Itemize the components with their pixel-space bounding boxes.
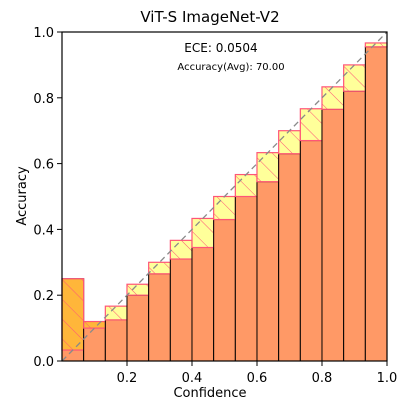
gap-hatch [235,174,258,197]
accuracy-bar [169,258,193,362]
gap-hatch [343,64,366,92]
gap-hatch [148,262,171,274]
gap-hatch [105,306,128,320]
gap-hatch [256,152,279,182]
y-tick-label: 0.0 [33,355,54,370]
accuracy-bar [104,319,128,362]
y-tick-label: 0.6 [33,158,54,173]
x-tick-label: 0.6 [247,371,268,386]
gap-hatch [61,278,84,351]
chart-title: ViT-S ImageNet-V2 [140,8,279,26]
accuracy-bar [126,294,150,362]
y-axis-label: Accuracy [15,166,30,226]
y-tick-label: 0.8 [33,92,54,107]
x-tick-label: 0.2 [117,371,138,386]
accuracy-bar [148,273,171,362]
ece-annotation: ECE: 0.0504 [184,41,257,55]
gap-hatch [213,196,236,220]
y-tick-label: 0.4 [33,223,54,238]
x-tick-label: 0.8 [312,371,333,386]
accuracy-bar [234,196,258,362]
accuracy-avg-annotation: Accuracy(Avg): 70.00 [177,62,284,73]
gap-hatch [83,321,106,329]
gap-hatch [191,218,214,248]
plot-frame [61,31,388,362]
gap-hatch [170,240,193,260]
gap-hatch [300,108,323,141]
accuracy-bar [256,181,280,362]
accuracy-bar [191,246,215,362]
x-axis-label: Confidence [173,386,246,401]
gap-hatch [126,284,149,296]
accuracy-bar [278,153,301,362]
accuracy-bar [321,108,345,362]
gap-hatch [278,130,301,154]
x-tick-label: 1.0 [377,371,398,386]
y-tick-label: 1.0 [33,26,54,41]
perfect-calibration-line [61,31,388,362]
y-tick-label: 0.2 [33,289,54,304]
gap-hatch [321,86,344,110]
accuracy-bar [213,219,236,362]
gap-hatch [365,42,388,47]
accuracy-bar [364,46,388,362]
accuracy-bar [343,90,366,362]
accuracy-bar [299,140,323,362]
x-tick-label: 0.4 [182,371,203,386]
